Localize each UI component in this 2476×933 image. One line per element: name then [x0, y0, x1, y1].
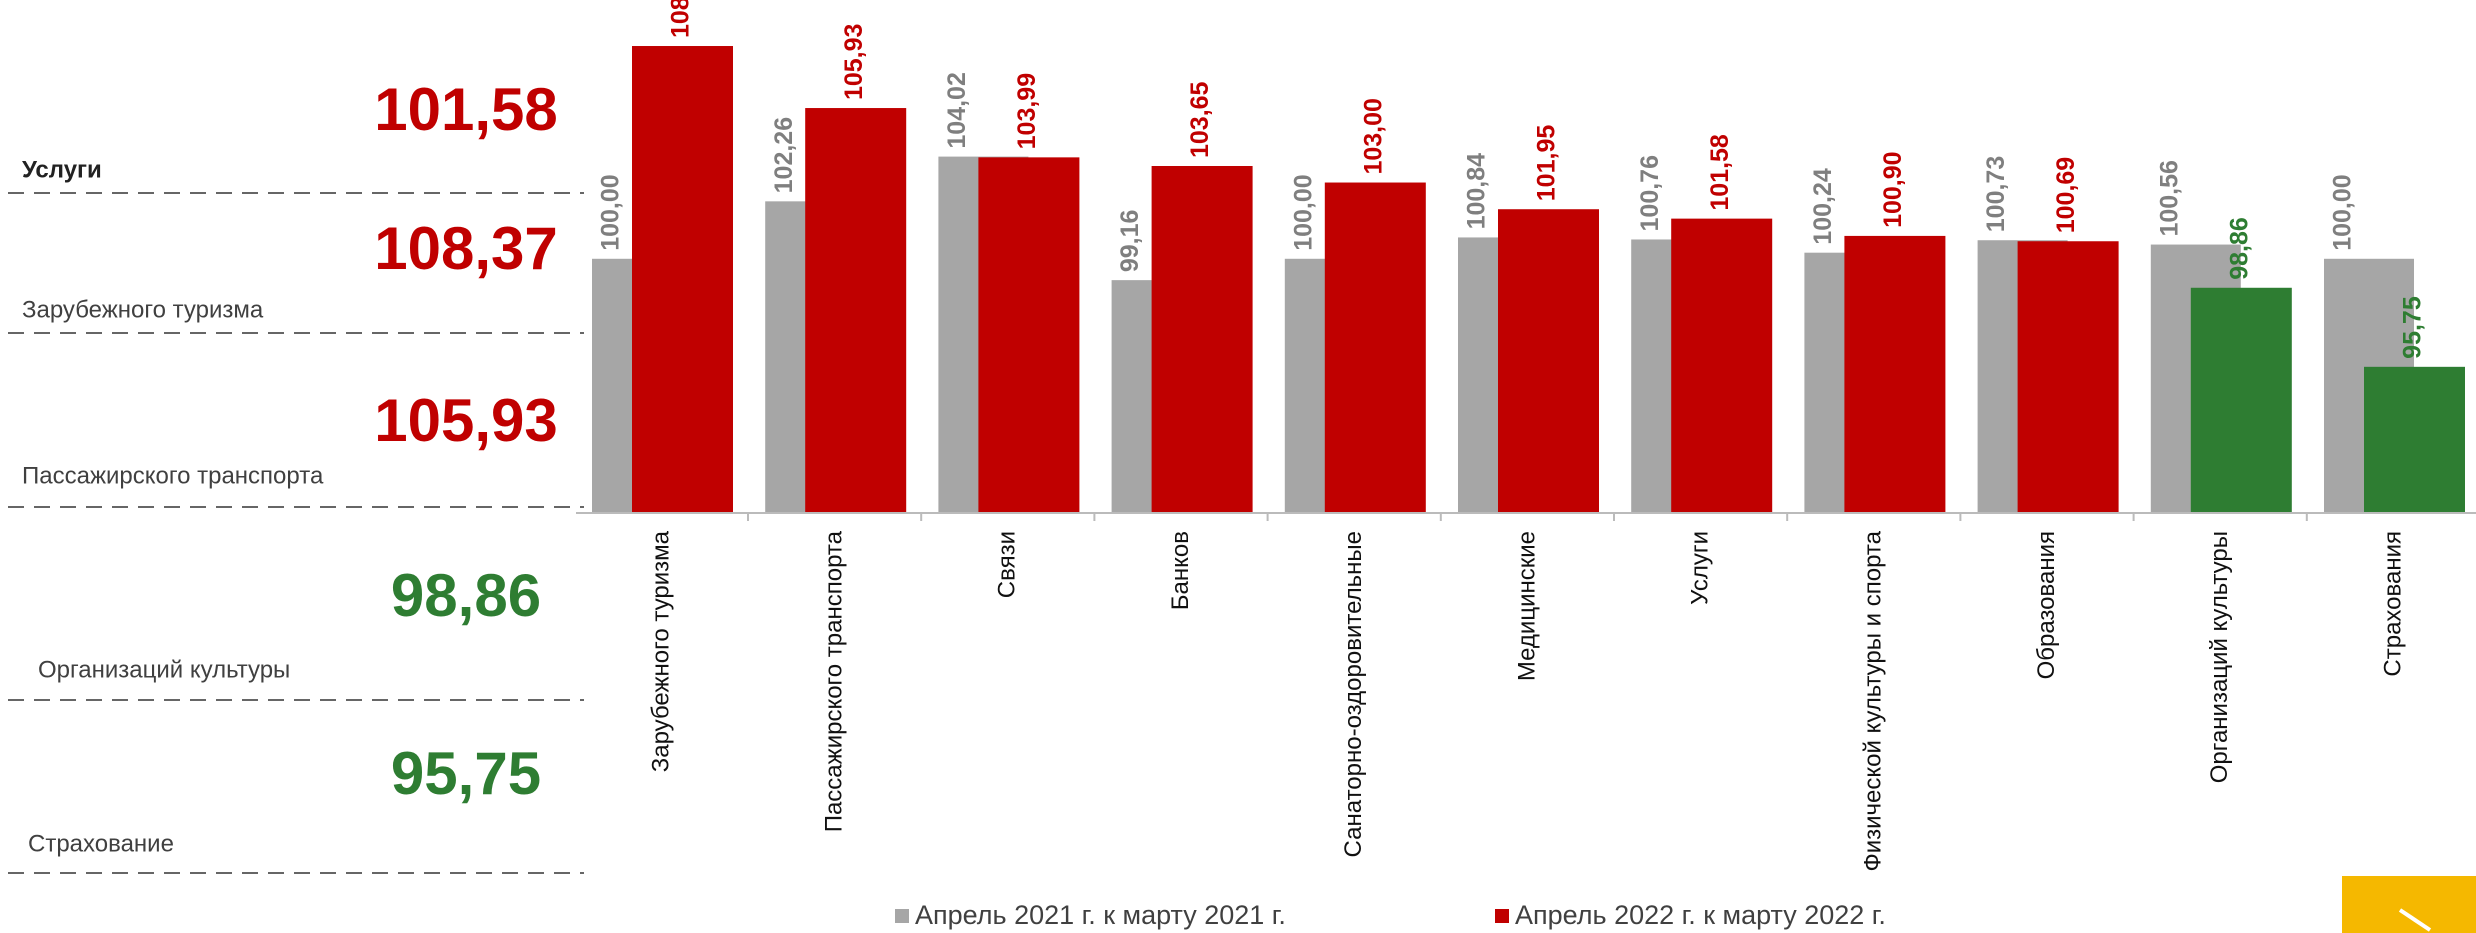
- indicator-value: 108,37: [374, 215, 558, 282]
- bar: [1498, 209, 1599, 513]
- bar: [1151, 166, 1253, 513]
- x-tick-label: Санаторно-оздоровительные: [1340, 531, 1367, 857]
- value-label: 100,00: [1289, 174, 1317, 250]
- bar: [805, 108, 907, 513]
- bar: [2017, 241, 2119, 513]
- indicator-value: 101,58: [374, 76, 558, 143]
- bar: [2364, 366, 2465, 513]
- x-tick-label: Связи: [994, 531, 1021, 598]
- bar: [1671, 218, 1773, 513]
- value-label: 104,02: [943, 72, 971, 148]
- value-label: 100,76: [1636, 155, 1664, 231]
- bar: [1844, 235, 1946, 513]
- legend-swatch: [895, 909, 909, 923]
- value-label: 103,65: [1186, 81, 1214, 158]
- x-tick-label: Банков: [1167, 531, 1194, 610]
- value-label: 99,16: [1116, 210, 1144, 273]
- legend-label: Апрель 2022 г. к марту 2022 г.: [1515, 900, 1886, 930]
- x-tick-label: Медицинские: [1513, 531, 1540, 681]
- x-tick-label: Услуги: [1687, 531, 1714, 605]
- value-label: 100,90: [1879, 151, 1907, 227]
- value-label: 105,93: [840, 24, 868, 100]
- value-label: 103,00: [1359, 98, 1387, 174]
- x-tick-label: Пассажирского транспорта: [821, 530, 848, 832]
- indicator-label: Услуги: [22, 156, 102, 183]
- indicator-value: 105,93: [374, 387, 558, 454]
- value-label: 101,95: [1533, 125, 1561, 202]
- legend-label: Апрель 2021 г. к марту 2021 г.: [915, 900, 1286, 930]
- bar: [978, 157, 1080, 513]
- corner-arrow: [2398, 908, 2432, 932]
- value-label: 100,73: [1982, 156, 2010, 232]
- corner-decoration: [2342, 876, 2476, 933]
- indicator-label: Зарубежного туризма: [22, 296, 264, 323]
- value-label: 95,75: [2399, 296, 2427, 359]
- value-label: 100,84: [1463, 153, 1491, 230]
- value-label: 101,58: [1706, 134, 1734, 211]
- value-label: 102,26: [770, 117, 798, 193]
- indicator-value: 95,75: [391, 740, 541, 807]
- x-tick-label: Страхования: [2379, 531, 2406, 677]
- x-tick-label: Организаций культуры: [2206, 531, 2233, 783]
- indicator-label: Организаций культуры: [38, 656, 290, 683]
- legend-swatch: [1495, 909, 1509, 923]
- value-label: 108,37: [667, 0, 695, 38]
- value-label: 100,56: [2155, 160, 2183, 236]
- value-label: 100,00: [2329, 174, 2357, 250]
- value-label: 100,24: [1809, 168, 1837, 245]
- x-tick-label: Физической культуры и спорта: [1860, 530, 1887, 871]
- value-label: 98,86: [2225, 217, 2253, 280]
- x-tick-label: Образования: [2033, 531, 2060, 679]
- bar: [632, 46, 733, 514]
- bar: [2190, 287, 2292, 513]
- x-tick-label: Зарубежного туризма: [647, 530, 674, 772]
- value-label: 103,99: [1013, 73, 1041, 149]
- bar: [1324, 182, 1426, 514]
- value-label: 100,69: [2052, 157, 2080, 233]
- indicator-value: 98,86: [391, 562, 541, 629]
- value-label: 100,00: [597, 174, 625, 250]
- indicator-label: Страхование: [28, 830, 174, 857]
- indicator-label: Пассажирского транспорта: [22, 462, 324, 489]
